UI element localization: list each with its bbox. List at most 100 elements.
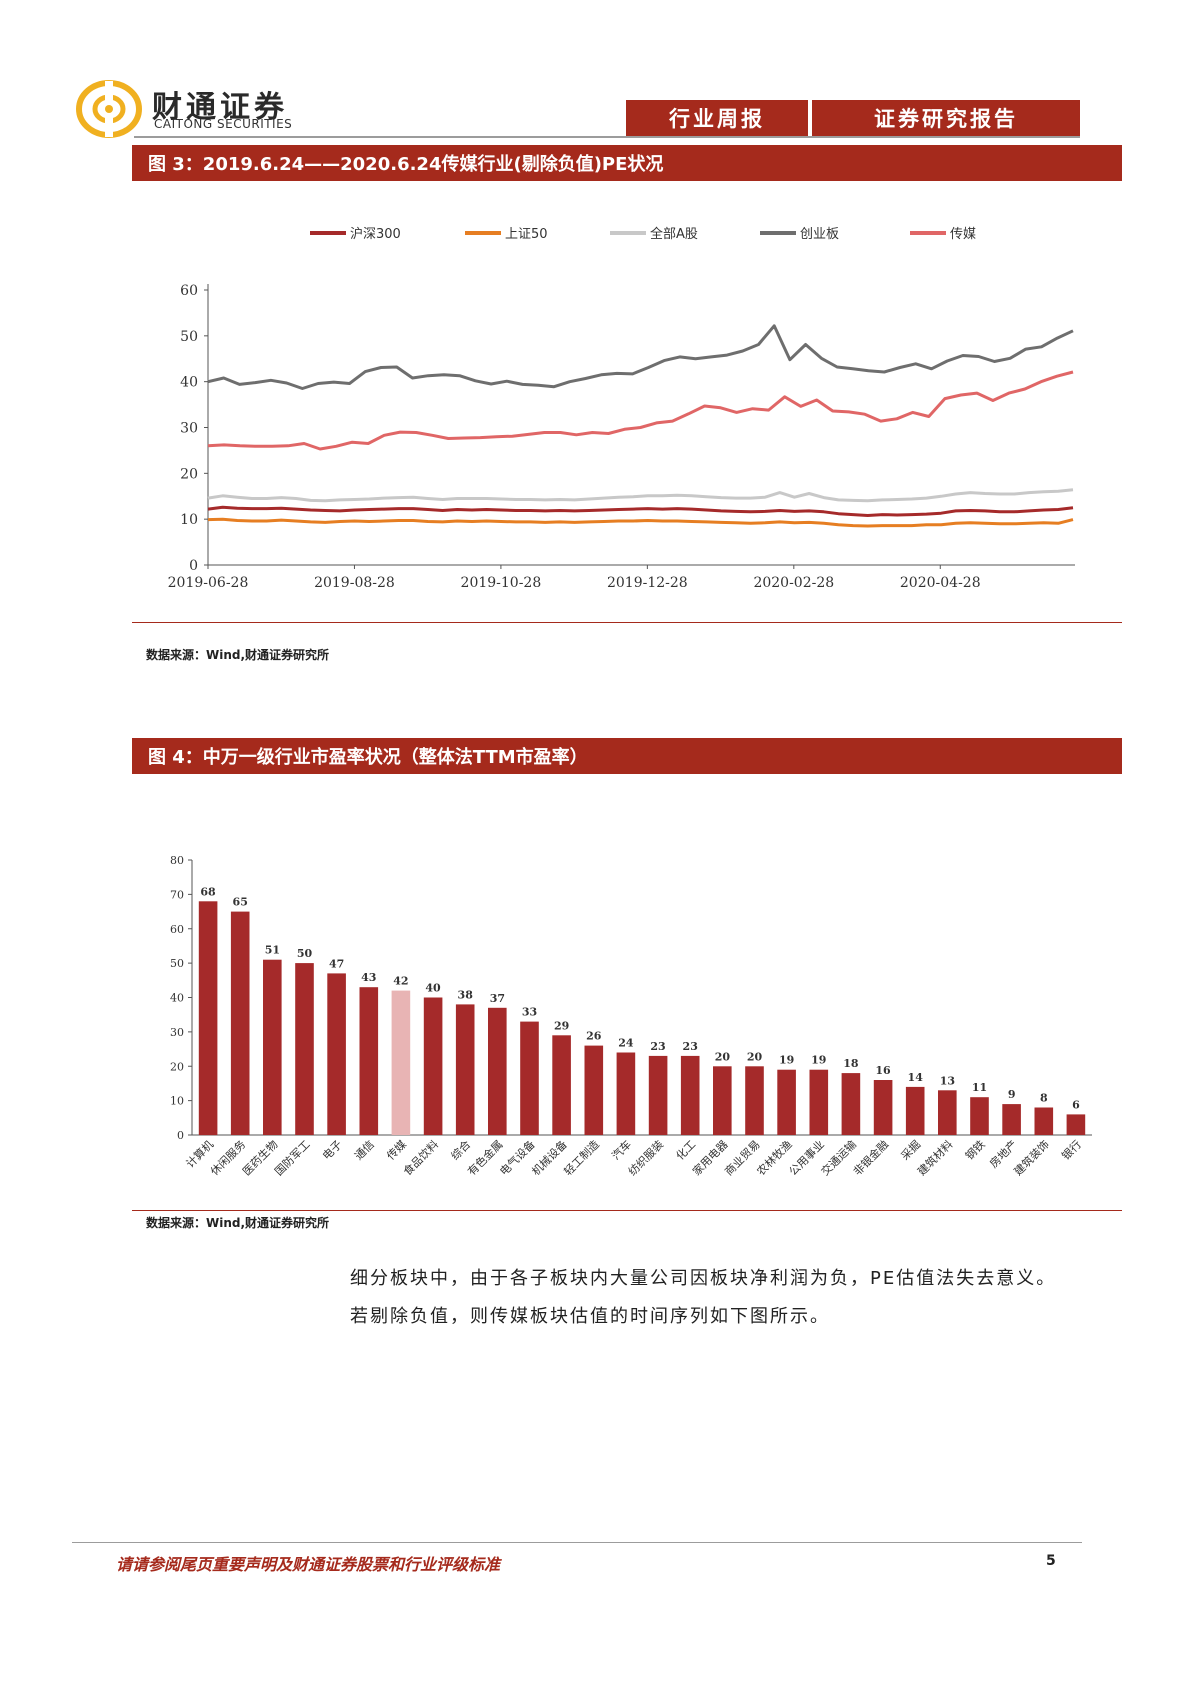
bar-value-label: 23 — [650, 1040, 665, 1053]
body-paragraph-1: 细分板块中，由于各子板块内大量公司因板块净利润为负，PE估值法失去意义。 — [350, 1268, 1057, 1289]
bar — [1066, 1114, 1086, 1135]
bar-value-label: 13 — [940, 1074, 955, 1087]
x-tick-label: 2019-10-28 — [461, 575, 542, 591]
bar — [359, 987, 379, 1135]
report-category-tag: 证券研究报告 — [812, 100, 1080, 136]
legend-label: 创业板 — [800, 227, 839, 242]
bar — [745, 1066, 764, 1136]
figure3-source: 数据来源：Wind,财通证券研究所 — [146, 648, 330, 662]
y-tick-label: 80 — [170, 854, 184, 867]
figure4-divider — [132, 1210, 1122, 1211]
caitong-logo — [76, 80, 142, 138]
category-label: 非银金融 — [850, 1137, 891, 1178]
bar — [905, 1086, 925, 1135]
category-label: 纺织服装 — [625, 1137, 666, 1178]
bar-value-label: 20 — [747, 1050, 763, 1063]
bar — [455, 1004, 475, 1135]
brand-name-en: CAITONG SECURITIES — [154, 117, 293, 131]
bar — [391, 990, 411, 1135]
x-tick-label: 2019-12-28 — [607, 575, 688, 591]
bar — [1002, 1104, 1021, 1135]
bar-value-label: 24 — [618, 1037, 634, 1050]
y-tick-label: 60 — [180, 283, 198, 299]
category-label: 采掘 — [898, 1137, 923, 1162]
bar — [970, 1097, 989, 1135]
category-label: 电子 — [320, 1138, 345, 1163]
y-tick-label: 0 — [177, 1129, 184, 1142]
bar-value-label: 23 — [683, 1040, 698, 1053]
x-tick-label: 2020-02-28 — [753, 575, 834, 591]
bar-value-label: 18 — [843, 1057, 859, 1070]
bar-value-label: 68 — [200, 885, 216, 898]
y-tick-label: 40 — [180, 375, 198, 391]
category-label: 综合 — [448, 1137, 473, 1162]
figure4-source: 数据来源：Wind,财通证券研究所 — [146, 1216, 330, 1230]
report-type-tag: 行业周报 — [626, 100, 808, 136]
category-label: 国防军工 — [272, 1137, 313, 1178]
x-tick-label: 2019-06-28 — [168, 575, 249, 591]
bar-value-label: 14 — [908, 1071, 924, 1084]
bar-value-label: 40 — [425, 982, 441, 995]
category-label: 建筑装饰 — [1011, 1137, 1052, 1178]
y-tick-label: 10 — [170, 1095, 184, 1108]
pe-line-chart: 沪深300 上证50 全部A股 创业板 传媒 0 10 20 30 40 50 60 2019-06-2… — [168, 226, 1075, 591]
bar — [680, 1055, 700, 1135]
category-label: 轻工制造 — [561, 1137, 602, 1178]
y-tick-label: 50 — [170, 957, 184, 970]
legend-label: 传媒 — [950, 227, 976, 242]
bar-value-label: 19 — [811, 1054, 826, 1067]
bar-value-label: 47 — [329, 957, 344, 970]
bar — [327, 973, 346, 1135]
bar — [938, 1090, 957, 1135]
bar-value-label: 26 — [586, 1030, 602, 1043]
header-divider — [134, 136, 1080, 138]
legend-label: 全部A股 — [650, 226, 698, 242]
category-label: 银行 — [1059, 1137, 1084, 1162]
series-line — [207, 488, 1074, 503]
y-tick-label: 40 — [170, 992, 184, 1005]
category-label: 化工 — [673, 1137, 698, 1162]
bar — [1034, 1107, 1054, 1135]
bar-value-label: 33 — [522, 1006, 537, 1019]
bar-value-label: 19 — [779, 1054, 794, 1067]
bar — [809, 1069, 829, 1135]
bar-value-label: 37 — [490, 992, 505, 1005]
bar — [777, 1069, 796, 1135]
legend-label: 上证50 — [505, 227, 548, 242]
y-tick-label: 0 — [189, 558, 198, 574]
bar — [230, 911, 250, 1135]
y-tick-label: 50 — [180, 329, 198, 345]
bar — [520, 1021, 539, 1135]
bar-value-label: 6 — [1072, 1098, 1080, 1111]
y-tick-label: 20 — [170, 1060, 184, 1073]
bar — [263, 959, 282, 1135]
bar — [616, 1052, 636, 1135]
page-number: 5 — [1046, 1553, 1056, 1569]
bar-value-label: 29 — [554, 1019, 569, 1032]
category-label: 通信 — [352, 1138, 377, 1163]
y-tick-label: 70 — [170, 888, 184, 901]
figure3-title: 图 3：2019.6.24——2020.6.24传媒行业(剔除负值)PE状况 — [132, 145, 1122, 181]
bar — [295, 963, 314, 1135]
bar-value-label: 11 — [972, 1081, 987, 1094]
category-label: 汽车 — [609, 1137, 634, 1162]
category-label: 钢铁 — [963, 1138, 988, 1163]
y-tick-label: 10 — [180, 512, 198, 528]
disclaimer-note: 请请参阅尾页重要声明及财通证券股票和行业评级标准 — [116, 1555, 501, 1574]
legend-label: 沪深300 — [350, 226, 401, 242]
bar-value-label: 50 — [297, 947, 313, 960]
footer-divider — [72, 1542, 1082, 1543]
bar — [873, 1080, 893, 1135]
bar-value-label: 51 — [265, 944, 280, 957]
figure4-title: 图 4：中万一级行业市盈率状况（整体法TTM市盈率） — [132, 738, 1122, 774]
industry-pe-bar-chart: 0102030405060708068计算机65休闲服务51医药生物50国防军工… — [170, 854, 1092, 1178]
y-tick-label: 60 — [170, 923, 184, 936]
y-tick-label: 30 — [170, 1026, 184, 1039]
series-line — [207, 324, 1074, 390]
bar — [584, 1045, 604, 1135]
series-line — [207, 517, 1074, 528]
bar — [648, 1055, 668, 1135]
brand-name-cn: 财通证券 — [152, 90, 288, 125]
bar-value-label: 20 — [715, 1050, 731, 1063]
series-line — [207, 370, 1074, 451]
